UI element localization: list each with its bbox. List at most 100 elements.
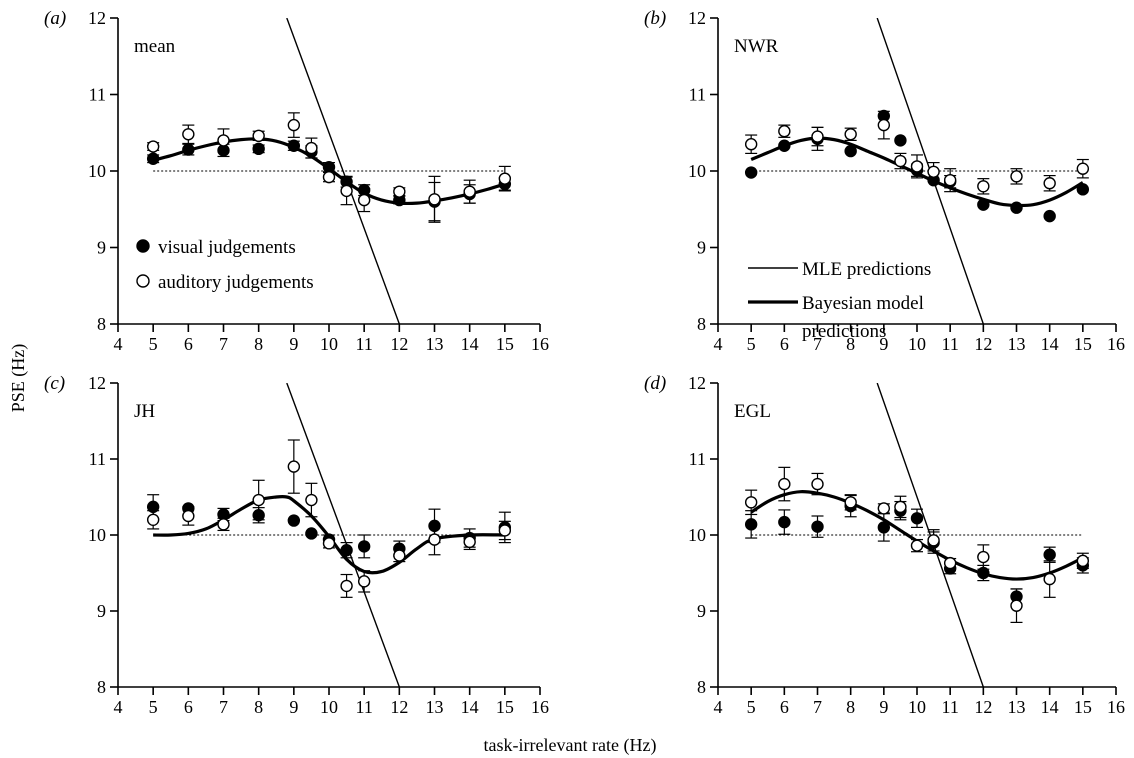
legend-label: visual judgements (158, 237, 296, 258)
x-tick-label: 6 (184, 334, 193, 354)
y-tick-label: 12 (688, 373, 706, 393)
x-tick-label: 13 (1008, 334, 1026, 354)
auditory-point (322, 170, 336, 184)
visual-point (357, 540, 371, 553)
auditory-point (1076, 554, 1090, 568)
y-tick-label: 9 (697, 238, 706, 258)
visual-point (287, 139, 301, 152)
visual-point (287, 514, 301, 527)
x-tick-label: 11 (355, 334, 372, 354)
panel-2: 8 9 10 11 12 4 5 6 7 8 9 10 11 12 13 14 15 16 (b) NWR MLE pr… (644, 8, 1125, 354)
auditory-point (1010, 170, 1023, 183)
line-legend: MLE predictions Bayesian model predictions (748, 259, 931, 342)
x-tick-label: 15 (1074, 334, 1092, 354)
visual-point (305, 527, 318, 540)
x-tick-label: 13 (1008, 697, 1026, 717)
x-tick-label: 4 (714, 334, 723, 354)
x-tick-label: 11 (941, 697, 958, 717)
y-tick-label: 11 (689, 85, 706, 105)
panel-1: 8 9 10 11 12 4 5 6 7 8 9 10 11 12 13 14 15 16 (a) mean visua… (44, 8, 549, 354)
x-tick-label: 15 (1074, 697, 1092, 717)
x-tick-label: 12 (390, 697, 408, 717)
x-tick-label: 9 (289, 334, 298, 354)
auditory-point (182, 128, 195, 141)
auditory-point (844, 128, 857, 141)
visual-point (744, 518, 758, 531)
y-tick-label: 9 (97, 601, 106, 621)
visual-point (252, 142, 265, 156)
panel-3: 8 9 10 11 12 4 5 6 7 8 9 10 11 12 13 14 15 16 (c) JH (44, 373, 549, 717)
auditory-point (182, 509, 195, 523)
auditory-point (1076, 162, 1090, 175)
visual-point (1043, 548, 1056, 561)
x-tick-label: 16 (1107, 697, 1125, 717)
legend-auditory-marker (136, 274, 150, 288)
panel-name: EGL (734, 401, 771, 422)
x-tick-label: 5 (747, 697, 756, 717)
y-tick-label: 10 (88, 161, 106, 181)
x-tick-label: 4 (114, 334, 123, 354)
auditory-point (340, 184, 353, 198)
x-tick-label: 14 (461, 334, 479, 354)
mle-prediction-line (876, 383, 984, 687)
panel-name: mean (134, 36, 176, 57)
visual-point (877, 521, 891, 534)
y-tick-label: 12 (88, 8, 106, 28)
visual-point (910, 512, 924, 525)
auditory-point (894, 500, 907, 514)
x-tick-label: 14 (1041, 334, 1059, 354)
auditory-judgements-series (146, 112, 512, 223)
auditory-point (943, 173, 957, 187)
auditory-point (778, 125, 791, 138)
auditory-point (1043, 177, 1056, 190)
auditory-point (322, 537, 336, 550)
x-tick-label: 12 (974, 697, 992, 717)
x-tick-label: 9 (879, 334, 888, 354)
x-tick-label: 16 (1107, 334, 1125, 354)
x-tick-label: 13 (426, 697, 444, 717)
auditory-point (927, 534, 940, 547)
auditory-point (498, 172, 512, 185)
mle-prediction-line (286, 18, 400, 324)
y-tick-label: 8 (697, 314, 706, 334)
auditory-point (744, 496, 758, 509)
x-tick-label: 4 (114, 697, 123, 717)
auditory-point (910, 160, 924, 173)
x-tick-label: 6 (780, 697, 789, 717)
x-tick-label: 7 (219, 334, 228, 354)
mle-prediction-line (286, 383, 400, 687)
auditory-point (463, 185, 476, 198)
visual-point (744, 166, 758, 179)
x-tick-label: 14 (461, 697, 479, 717)
auditory-point (357, 193, 371, 207)
auditory-point (252, 129, 265, 143)
auditory-point (877, 118, 891, 132)
auditory-point (340, 579, 353, 593)
x-tick-label: 8 (846, 334, 855, 354)
y-tick-label: 11 (89, 449, 106, 469)
auditory-point (744, 138, 758, 151)
x-tick-label: 12 (974, 334, 992, 354)
x-tick-label: 12 (390, 334, 408, 354)
panel-letter: (b) (644, 8, 666, 29)
x-tick-label: 10 (320, 334, 338, 354)
auditory-point (844, 496, 857, 509)
auditory-point (977, 180, 990, 193)
x-tick-label: 11 (355, 697, 372, 717)
auditory-point (252, 493, 265, 507)
auditory-point (894, 154, 907, 168)
x-tick-label: 11 (941, 334, 958, 354)
y-tick-label: 9 (697, 601, 706, 621)
x-tick-label: 4 (714, 697, 723, 717)
visual-point (894, 134, 907, 147)
visual-point (778, 515, 791, 529)
x-tick-label: 8 (846, 697, 855, 717)
y-tick-label: 8 (97, 677, 106, 697)
x-tick-label: 10 (908, 334, 926, 354)
auditory-point (217, 134, 230, 147)
auditory-point (943, 556, 957, 570)
auditory-point (217, 518, 230, 531)
auditory-point (428, 533, 441, 546)
panel-name: NWR (734, 36, 779, 57)
y-tick-label: 10 (688, 525, 706, 545)
